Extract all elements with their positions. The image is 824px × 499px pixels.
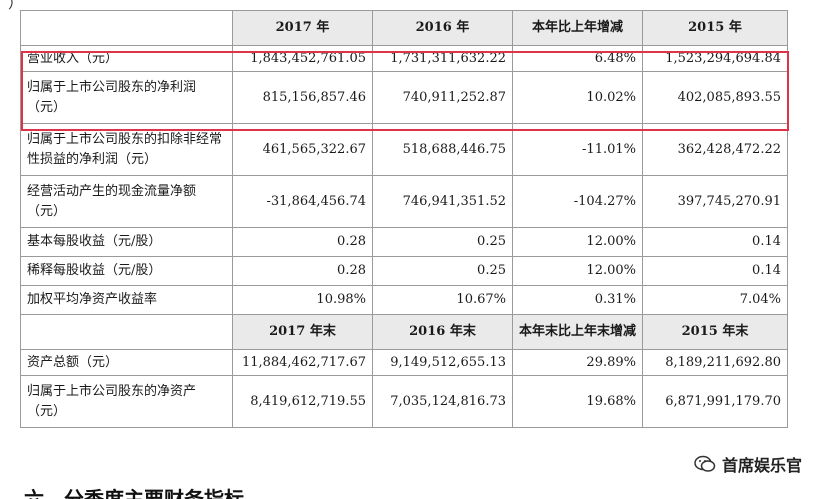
cell-2016: 10.67%: [372, 285, 513, 315]
cell-change: 29.89%: [512, 349, 643, 376]
table-row: 营业收入（元） 1,843,452,761.05 1,731,311,632.2…: [20, 45, 788, 72]
cell-2017: 8,419,612,719.55: [232, 375, 373, 428]
row-label: 稀释每股收益（元/股）: [20, 256, 233, 286]
header-2016: 2016 年: [372, 10, 513, 46]
cell-2017: -31,864,456.74: [232, 175, 373, 228]
cell-2015: 402,085,893.55: [642, 71, 788, 124]
cell-change: 12.00%: [512, 256, 643, 286]
cell-2015: 7.04%: [642, 285, 788, 315]
top-remnant-text: ）: [8, 0, 24, 12]
row-label: 归属于上市公司股东的净利润（元）: [20, 71, 233, 124]
row-label: 归属于上市公司股东的扣除非经常性损益的净利润（元）: [20, 123, 233, 176]
cell-2015: 6,871,991,179.70: [642, 375, 788, 428]
table-row: 资产总额（元） 11,884,462,717.67 9,149,512,655.…: [20, 349, 788, 376]
cell-2015: 362,428,472.22: [642, 123, 788, 176]
row-label: 归属于上市公司股东的净资产（元）: [20, 375, 233, 428]
cell-2017: 0.28: [232, 256, 373, 286]
header-2016-end: 2016 年末: [372, 314, 513, 350]
cell-change: 10.02%: [512, 71, 643, 124]
header-blank: [20, 314, 233, 350]
cell-2017: 815,156,857.46: [232, 71, 373, 124]
header-change-end: 本年末比上年末增减: [512, 314, 643, 350]
cell-2016: 1,731,311,632.22: [372, 45, 513, 72]
row-label: 资产总额（元）: [20, 349, 233, 376]
cell-2017: 1,843,452,761.05: [232, 45, 373, 72]
cell-change: 6.48%: [512, 45, 643, 72]
table-row: 加权平均净资产收益率 10.98% 10.67% 0.31% 7.04%: [20, 285, 788, 315]
table-row: 归属于上市公司股东的净资产（元） 8,419,612,719.55 7,035,…: [20, 375, 788, 428]
cell-2016: 746,941,351.52: [372, 175, 513, 228]
row-label: 加权平均净资产收益率: [20, 285, 233, 315]
cell-2015: 0.14: [642, 227, 788, 257]
header-row-yearend: 2017 年末 2016 年末 本年末比上年末增减 2015 年末: [20, 314, 788, 350]
cell-change: 19.68%: [512, 375, 643, 428]
cell-2015: 0.14: [642, 256, 788, 286]
cell-change: 0.31%: [512, 285, 643, 315]
table-row: 归属于上市公司股东的净利润（元） 815,156,857.46 740,911,…: [20, 71, 788, 124]
header-2017: 2017 年: [232, 10, 373, 46]
header-change: 本年比上年增减: [512, 10, 643, 46]
table-row: 经营活动产生的现金流量净额（元） -31,864,456.74 746,941,…: [20, 175, 788, 228]
cell-2016: 7,035,124,816.73: [372, 375, 513, 428]
section-heading: 六、分季度主要财务指标: [24, 487, 244, 499]
cell-change: 12.00%: [512, 227, 643, 257]
financial-table: 2017 年 2016 年 本年比上年增减 2015 年 营业收入（元） 1,8…: [20, 10, 788, 428]
cell-2016: 0.25: [372, 227, 513, 257]
cell-2017: 461,565,322.67: [232, 123, 373, 176]
header-2015-end: 2015 年末: [642, 314, 788, 350]
cell-change: -104.27%: [512, 175, 643, 228]
watermark: 首席娱乐官: [694, 452, 802, 476]
watermark-text: 首席娱乐官: [721, 456, 802, 475]
cell-2016: 9,149,512,655.13: [372, 349, 513, 376]
cell-2016: 740,911,252.87: [372, 71, 513, 124]
header-blank: [20, 10, 233, 46]
row-label: 营业收入（元）: [20, 45, 233, 72]
row-label: 经营活动产生的现金流量净额（元）: [20, 175, 233, 228]
cell-2016: 0.25: [372, 256, 513, 286]
row-label: 基本每股收益（元/股）: [20, 227, 233, 257]
cell-2015: 397,745,270.91: [642, 175, 788, 228]
table-row: 基本每股收益（元/股） 0.28 0.25 12.00% 0.14: [20, 227, 788, 257]
table-row: 归属于上市公司股东的扣除非经常性损益的净利润（元） 461,565,322.67…: [20, 123, 788, 176]
cell-2015: 8,189,211,692.80: [642, 349, 788, 376]
header-2017-end: 2017 年末: [232, 314, 373, 350]
cell-2017: 11,884,462,717.67: [232, 349, 373, 376]
header-row-annual: 2017 年 2016 年 本年比上年增减 2015 年: [20, 10, 788, 46]
header-2015: 2015 年: [642, 10, 788, 46]
cell-change: -11.01%: [512, 123, 643, 176]
cell-2017: 0.28: [232, 227, 373, 257]
cell-2017: 10.98%: [232, 285, 373, 315]
cell-2015: 1,523,294,694.84: [642, 45, 788, 72]
table-row: 稀释每股收益（元/股） 0.28 0.25 12.00% 0.14: [20, 256, 788, 286]
wechat-icon: [694, 455, 716, 472]
cell-2016: 518,688,446.75: [372, 123, 513, 176]
